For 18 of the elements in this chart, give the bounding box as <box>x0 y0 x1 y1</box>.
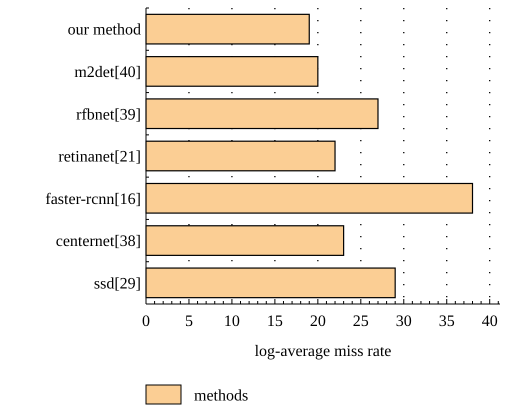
x-tick-label: 35 <box>438 313 455 330</box>
x-tick-label: 30 <box>396 313 412 330</box>
y-tick-label: centernet[38] <box>56 233 141 250</box>
y-tick-label: our method <box>68 22 141 39</box>
x-tick-label: 25 <box>352 313 369 330</box>
y-tick-label: faster-rcnn[16] <box>45 190 141 208</box>
y-tick-label: m2det[40] <box>74 64 141 82</box>
x-tick-label: 20 <box>310 313 326 330</box>
y-tick-label: retinanet[21] <box>58 148 141 166</box>
legend-label: methods <box>194 388 248 405</box>
y-tick-label: rfbnet[39] <box>76 106 141 124</box>
x-tick-label: 40 <box>482 313 498 330</box>
x-tick-label: 5 <box>184 313 193 330</box>
x-axis-title: log-average miss rate <box>254 343 392 360</box>
y-tick-label: ssd[29] <box>94 275 141 292</box>
x-tick-label: 0 <box>142 313 150 330</box>
x-tick-label: 10 <box>224 313 240 330</box>
x-tick-label: 15 <box>266 313 283 330</box>
